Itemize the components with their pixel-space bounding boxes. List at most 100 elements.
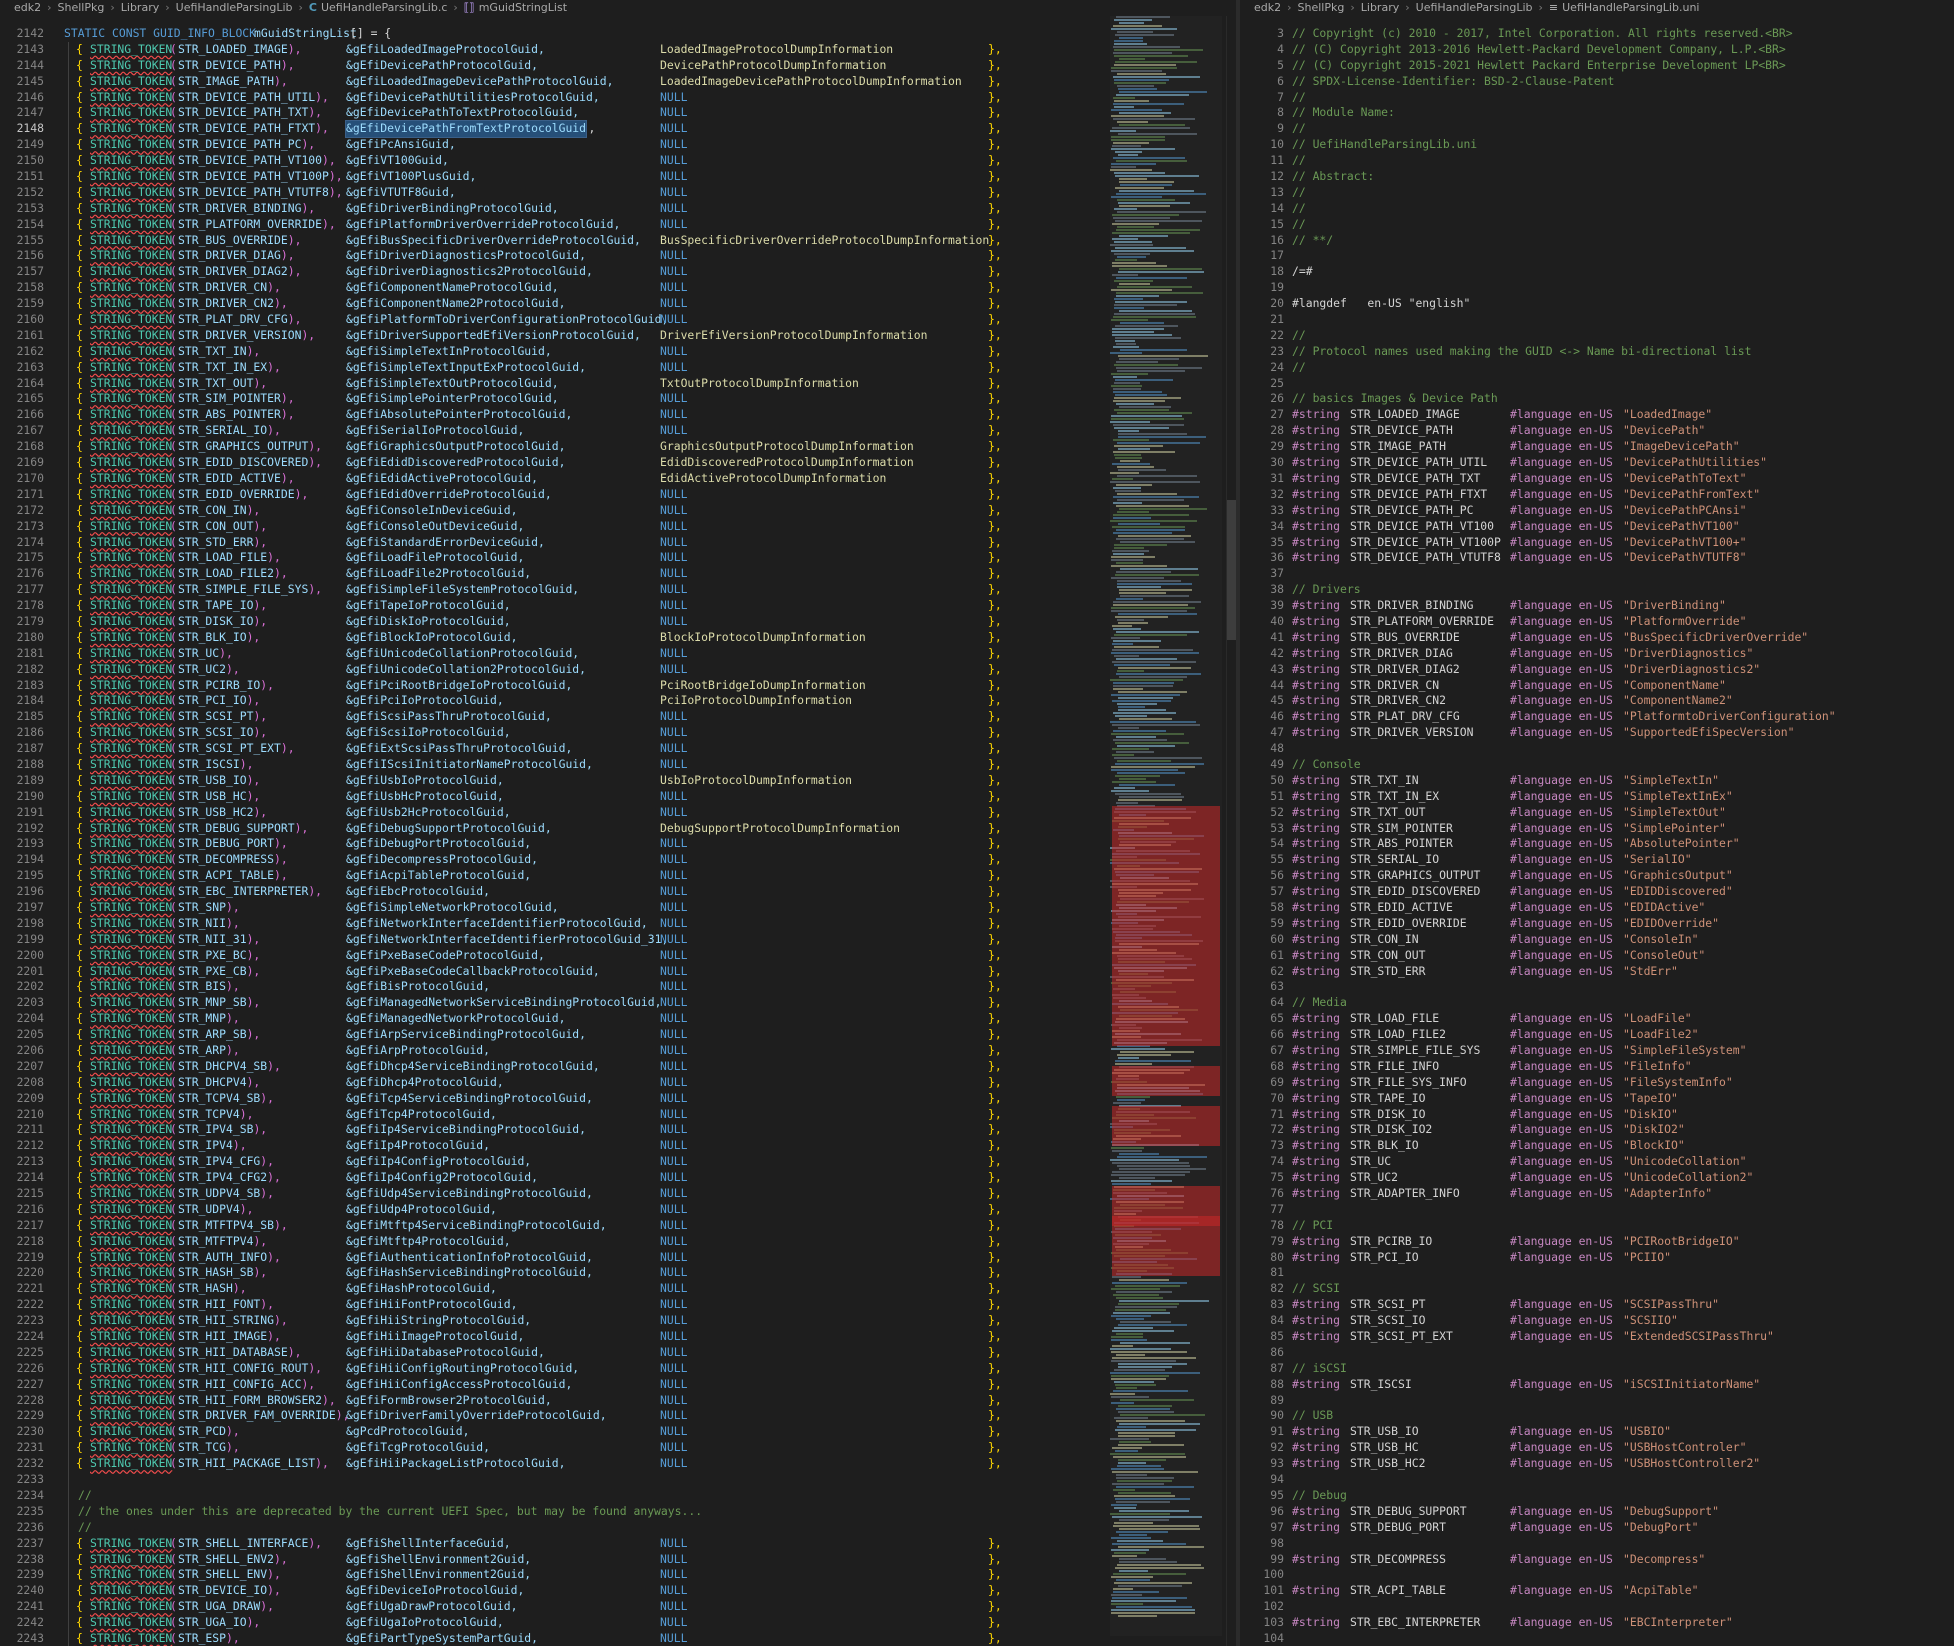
- line-number: 2204: [16, 1011, 44, 1026]
- close-paren: ),: [301, 327, 316, 342]
- minimap-line: [1113, 1327, 1153, 1329]
- language-directive: #language en-US: [1510, 518, 1613, 533]
- dump-function: NULL: [660, 1058, 688, 1073]
- close-brace: },: [988, 327, 1002, 342]
- code-comment: // (C) Copyright 2015-2021 Hewlett Packa…: [1292, 57, 1786, 72]
- open-paren: (: [170, 1074, 177, 1089]
- string-token-macro: STRING_TOKEN: [90, 1456, 173, 1471]
- right-editor-pane[interactable]: edk2 › ShellPkg › Library › UefiHandleParsingL…: [1240, 0, 1954, 1646]
- breadcrumb-item[interactable]: edk2: [1254, 1, 1282, 14]
- close-paren: ),: [246, 995, 261, 1010]
- string-token-macro: STRING_TOKEN: [90, 296, 173, 311]
- open-brace: {: [76, 502, 83, 517]
- editor-split-divider[interactable]: [1236, 0, 1240, 1646]
- minimap-line: [1112, 265, 1167, 267]
- minimap-line: [1117, 760, 1171, 762]
- string-value: "DevicePathPCAnsi": [1623, 502, 1747, 517]
- close-brace: },: [988, 1233, 1002, 1248]
- code-comment: // Module Name:: [1292, 105, 1395, 120]
- line-number: 2194: [16, 852, 44, 867]
- indent-guide: [68, 931, 69, 948]
- vertical-scrollbar[interactable]: [1226, 16, 1236, 1646]
- breadcrumb-item[interactable]: UefiHandleParsingLib.c: [320, 1, 448, 14]
- language-directive: #language en-US: [1510, 550, 1613, 565]
- close-brace: },: [988, 884, 1002, 899]
- close-paren: ),: [253, 534, 268, 549]
- minimap-line: [1114, 757, 1202, 759]
- string-value: "DevicePathUtilities": [1623, 455, 1768, 470]
- string-directive: #string: [1292, 1551, 1341, 1566]
- dump-function: NULL: [660, 359, 688, 374]
- open-brace: {: [76, 486, 83, 501]
- breadcrumb-item[interactable]: mGuidStringList: [478, 1, 568, 14]
- dump-function: NULL: [660, 804, 688, 819]
- minimap-line: [1112, 142, 1150, 144]
- open-paren: (: [170, 709, 177, 724]
- dump-function: EdidDiscoveredProtocolDumpInformation: [660, 455, 914, 470]
- string-id: STR_DRIVER_DIAG2),: [178, 264, 302, 279]
- breadcrumb-item[interactable]: ShellPkg: [1297, 1, 1345, 14]
- breadcrumb-item[interactable]: Library: [1360, 1, 1400, 14]
- string-token-macro: STRING_TOKEN: [90, 1011, 173, 1026]
- close-brace: },: [988, 1440, 1002, 1455]
- string-directive: #string: [1292, 439, 1341, 454]
- breadcrumb-item[interactable]: Library: [120, 1, 160, 14]
- string-value: "ConsoleOut": [1623, 947, 1706, 962]
- minimap[interactable]: [1110, 16, 1222, 1636]
- close-paren: ),: [226, 661, 240, 676]
- minimap-line: [1118, 613, 1198, 615]
- minimap-line: [1111, 661, 1197, 663]
- breadcrumb-item[interactable]: UefiHandleParsingLib.uni: [1562, 1, 1700, 14]
- string-directive: #string: [1292, 1186, 1341, 1201]
- indent-guide: [68, 502, 69, 519]
- code-comment: // **/: [1292, 232, 1334, 247]
- breadcrumb-item[interactable]: UefiHandleParsingLib: [175, 1, 293, 14]
- minimap-line: [1116, 736, 1157, 738]
- minimap-line: [1113, 304, 1177, 306]
- string-id: STR_EDID_DISCOVERED),: [178, 455, 323, 470]
- string-token-macro: STRING_TOKEN: [90, 899, 173, 914]
- breadcrumb-item[interactable]: ShellPkg: [57, 1, 105, 14]
- indent-guide: [68, 1567, 69, 1584]
- indent-guide: [68, 1011, 69, 1028]
- open-brace: {: [76, 661, 83, 676]
- line-number: 28: [1270, 423, 1284, 438]
- breadcrumb-item[interactable]: edk2: [14, 1, 42, 14]
- close-paren: ),: [280, 57, 295, 72]
- minimap-line: [1116, 73, 1166, 75]
- breadcrumb-item[interactable]: UefiHandleParsingLib: [1415, 1, 1533, 14]
- language-directive: #language en-US: [1510, 455, 1613, 470]
- scrollbar-thumb[interactable]: [1227, 500, 1236, 640]
- open-brace: {: [76, 169, 83, 184]
- string-id: STR_DISK_IO2: [1350, 1122, 1433, 1137]
- minimap-line: [1117, 1045, 1151, 1047]
- string-token-macro: STRING_TOKEN: [90, 41, 173, 56]
- protocol-guid: &gEfiComponentNameProtocolGuid,: [346, 280, 559, 295]
- minimap-line: [1114, 1450, 1138, 1452]
- indent-guide: [68, 1615, 69, 1631]
- close-brace: },: [988, 200, 1002, 215]
- string-id: STR_HII_PACKAGE_LIST),: [178, 1456, 329, 1471]
- minimap-error-region: [1112, 1216, 1220, 1276]
- breadcrumb[interactable]: edk2 › ShellPkg › Library › UefiHandleParsingL…: [0, 0, 1236, 16]
- protocol-guid: &gEfiUgaIoProtocolGuid,: [346, 1615, 504, 1630]
- line-number: 48: [1270, 741, 1284, 756]
- line-number: 25: [1270, 375, 1284, 390]
- minimap-line: [1114, 79, 1170, 81]
- minimap-line: [1113, 1525, 1200, 1527]
- string-token-macro: STRING_TOKEN: [90, 1424, 173, 1439]
- string-directive: #string: [1292, 915, 1341, 930]
- breadcrumb[interactable]: edk2 › ShellPkg › Library › UefiHandleParsingL…: [1240, 0, 1954, 16]
- minimap-line: [1112, 274, 1139, 276]
- line-number: 86: [1270, 1344, 1284, 1359]
- minimap-line: [1113, 106, 1135, 108]
- line-number: 44: [1270, 677, 1284, 692]
- string-value: "SimpleTextInEx": [1623, 788, 1733, 803]
- language-directive: #language en-US: [1510, 915, 1613, 930]
- indent-guide: [68, 884, 69, 900]
- minimap-line: [1114, 1306, 1177, 1308]
- minimap-line: [1114, 187, 1165, 189]
- open-paren: (: [170, 1440, 177, 1455]
- indent-guide: [68, 1233, 69, 1250]
- left-editor-pane[interactable]: edk2 › ShellPkg › Library › UefiHandleParsingL…: [0, 0, 1236, 1646]
